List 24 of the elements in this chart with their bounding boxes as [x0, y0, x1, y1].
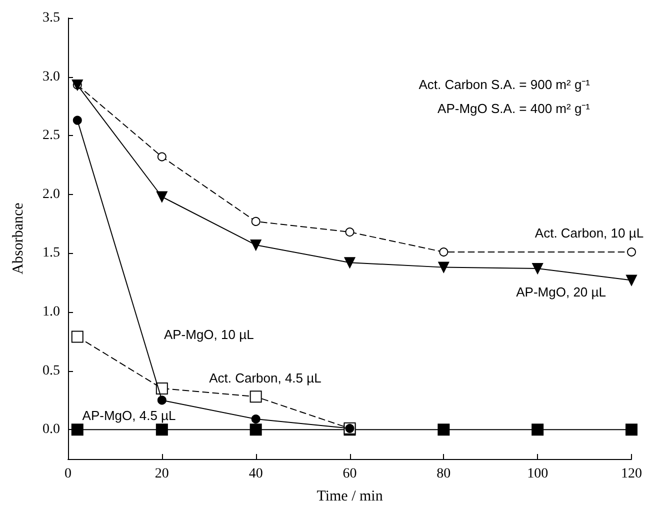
series-label: Act. Carbon, 4.5 µL [209, 370, 322, 386]
series-label: AP-MgO, 20 µL [516, 284, 606, 300]
series-label: AP-MgO, 10 µL [164, 326, 254, 342]
x-tick-label: 60 [342, 466, 357, 482]
y-tick-label: 3.5 [42, 10, 60, 26]
x-tick-label: 100 [527, 466, 548, 482]
x-tick-label: 40 [248, 466, 263, 482]
y-axis-title: Absorbance [10, 202, 26, 274]
x-tick-label: 0 [64, 466, 72, 482]
series-label: AP-MgO, 4.5 µL [82, 408, 176, 423]
y-tick-label: 1.0 [42, 304, 60, 320]
y-tick-label: 1.5 [42, 246, 60, 261]
y-tick-label: 2.0 [42, 186, 60, 202]
annotation: Act. Carbon S.A. = 900 m² g⁻¹ [418, 77, 591, 92]
x-tick-label: 80 [436, 466, 451, 482]
y-tick-label: 2.5 [42, 128, 60, 144]
annotation: AP-MgO S.A. = 400 m² g⁻¹ [438, 101, 591, 116]
y-tick-label: 3.0 [42, 69, 60, 84]
x-axis-title: Time / min [316, 488, 384, 504]
x-tick-label: 120 [621, 466, 642, 482]
y-tick-label: 0.0 [42, 422, 60, 438]
x-tick-label: 20 [154, 466, 169, 482]
y-tick-label: 0.5 [42, 363, 60, 378]
series-label: Act. Carbon, 10 µL [534, 226, 644, 241]
